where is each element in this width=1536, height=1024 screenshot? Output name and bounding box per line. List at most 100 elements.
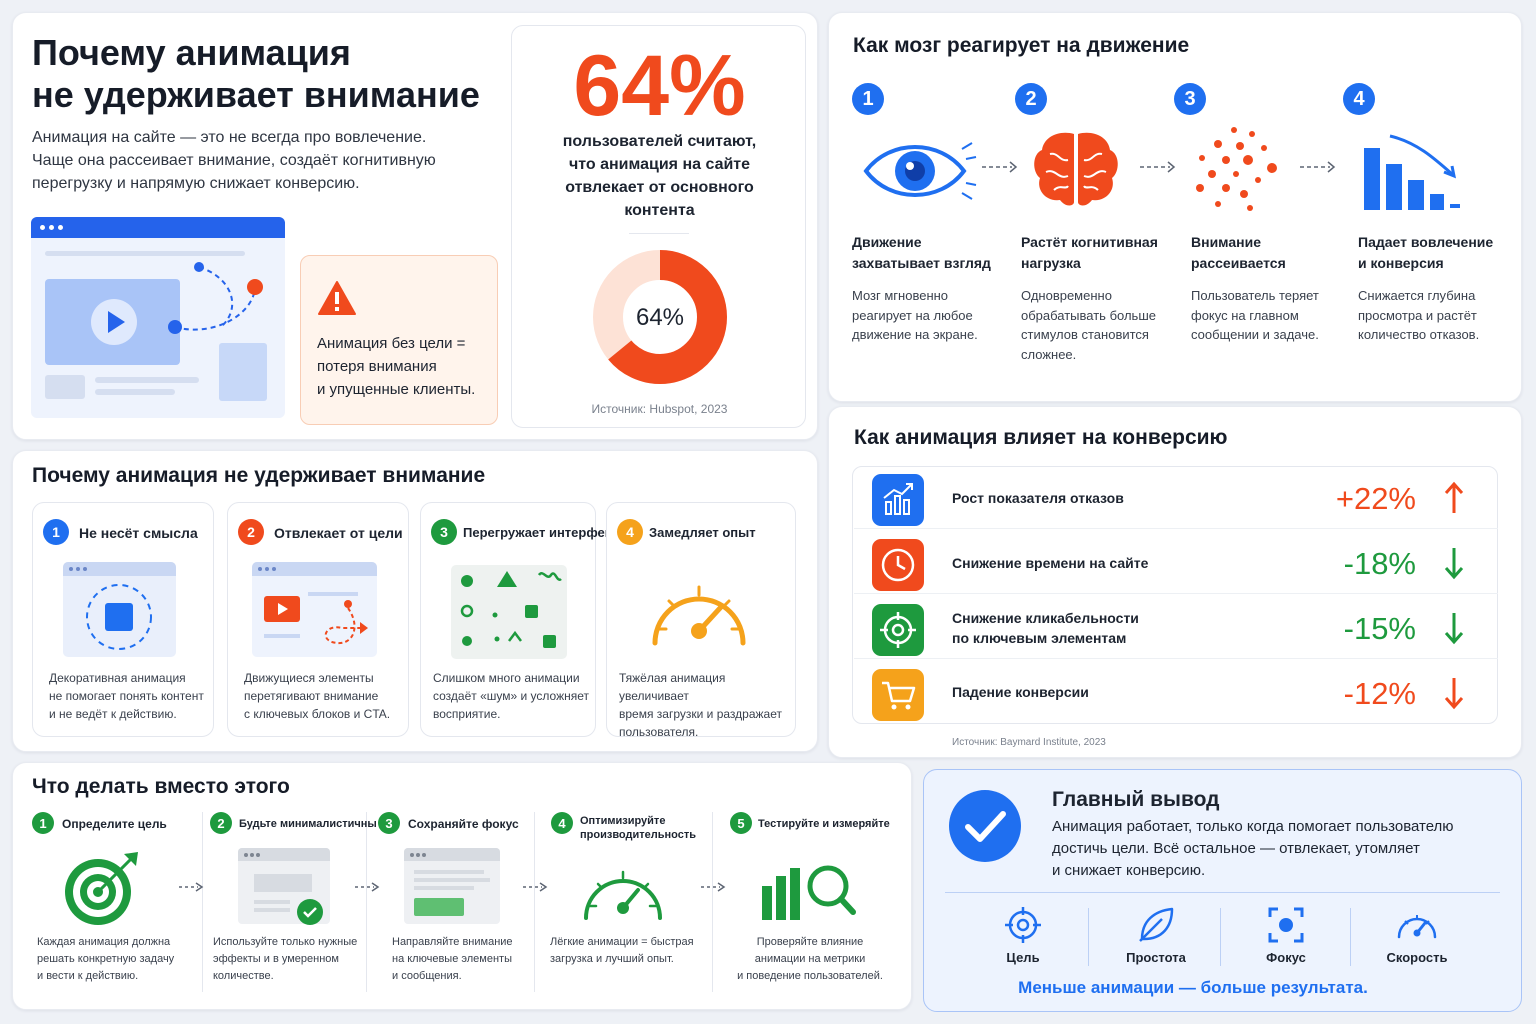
brain-step-desc: Пользователь теряет (1191, 288, 1319, 303)
summary-text-line: достичь цели. Всё остальное — отвлекает,… (1052, 840, 1420, 857)
stat-text-line: контента (624, 202, 695, 219)
todo-desc-line: Используйте только нужные (213, 936, 358, 948)
todo-title: Что делать вместо этого (32, 775, 290, 798)
arrow-right-icon (982, 161, 1018, 173)
reason-card-2: 2 Отвлекает от цели Движущиеся элементы п… (227, 502, 409, 737)
warning-text: потеря внимания (317, 358, 437, 375)
reason-card-3: 3 Перегружает интерфейс Слишком много ан… (420, 502, 620, 737)
todo-step-title-line: Оптимизируйте (580, 815, 666, 827)
brain-step-number: 2 (1015, 83, 1047, 115)
reason-desc-line: Слишком много анимации (433, 671, 580, 685)
donut-label: 64% (635, 304, 685, 331)
warning-text: Анимация без цели = (317, 335, 466, 352)
todo-step-number: 5 (730, 812, 752, 834)
clock-icon (872, 539, 924, 591)
todo-desc-line: на ключевые элементы (392, 953, 512, 965)
conversion-label: Снижение кликабельности по ключевым элеме… (952, 608, 1139, 648)
stat-text-line: пользователей считают, (562, 133, 757, 150)
brain-step-desc: сложнее. (1021, 346, 1077, 362)
noise-shapes-icon (451, 565, 567, 659)
todo-step-number: 4 (551, 812, 573, 834)
summary-item-label: Цель (1006, 950, 1040, 965)
conversion-label-line: Снижение кликабельности (952, 610, 1139, 626)
brain-step-desc: реагирует на любое (852, 307, 973, 323)
reason-number: 2 (238, 519, 264, 545)
conversion-label: Падение конверсии (952, 682, 1089, 702)
brain-step-title: и конверсия (1358, 255, 1444, 271)
chart-growth-icon (872, 474, 924, 526)
brain-step-title: нагрузка (1021, 255, 1081, 271)
reason-desc-line: восприятие. (433, 707, 501, 721)
motion-path-icon (168, 262, 263, 334)
crosshair-icon (1005, 907, 1041, 943)
conversion-value: +22% (1335, 481, 1416, 516)
target-icon (872, 604, 924, 656)
brain-step-4: Падает вовлечение и конверсия Снижается г… (1358, 232, 1518, 345)
intro-title-line1: Почему анимация (32, 32, 351, 73)
conversion-label: Рост показателя отказов (952, 488, 1124, 508)
focus-icon (1268, 907, 1304, 943)
video-placeholder (45, 279, 180, 365)
brain-step-title: Растёт когнитивная (1021, 234, 1158, 250)
reason-desc-line: время загрузки и раздражает (619, 707, 782, 721)
todo-step-number: 3 (378, 812, 400, 834)
arrow-right-icon (1300, 161, 1336, 173)
reason-number: 1 (43, 519, 69, 545)
stat-source: Источник: Hubspot, 2023 (591, 402, 728, 416)
analytics-magnifier-icon (762, 865, 856, 920)
conversion-title: Как анимация влияет на конверсию (854, 426, 1228, 449)
conversion-source: Источник: Baymard Institute, 2023 (952, 737, 1106, 748)
todo-desc-line: Каждая анимация должна (37, 936, 171, 948)
reason-card-1: 1 Не несёт смысла Декоративная анимация н… (32, 502, 214, 737)
conversion-label-line: Рост показателя отказов (952, 490, 1124, 506)
reason-desc-line: не помогает понять контент (49, 689, 204, 703)
dashed-arrow-icon (324, 600, 368, 645)
browser-titlebar (31, 217, 285, 238)
brain-step-2: Растёт когнитивная нагрузка Одновременно о… (1021, 232, 1181, 364)
todo-desc-line: Направляйте внимание (392, 936, 513, 948)
summary-text: Анимация работает, только когда помогает… (1052, 816, 1454, 882)
intro-desc-line: перегрузку и напрямую снижает конверсию. (32, 175, 360, 192)
brain-step-desc: фокус на главном (1191, 307, 1299, 323)
brain-icon (1034, 132, 1118, 206)
todo-desc-line: загрузка и лучший опыт. (550, 953, 674, 965)
conversion-row: Снижение времени на сайте -18% (854, 532, 1498, 594)
todo-desc-line: Проверяйте влияние (756, 936, 864, 948)
reason-desc: Декоративная анимация не помогает понять … (49, 669, 213, 723)
reason-desc-line: пользователя. (619, 725, 699, 739)
stat-text-line: что анимация на сайте (568, 156, 751, 173)
arrow-right-icon (523, 882, 548, 892)
reason-desc-line: Декоративная анимация (49, 671, 186, 685)
todo-step-title: Определите цель (62, 817, 167, 831)
conversion-label-line: по ключевым элементам (952, 630, 1127, 646)
todo-step-title: Оптимизируйте производительность (580, 814, 696, 842)
conversion-label-line: Падение конверсии (952, 684, 1089, 700)
todo-step-title: Тестируйте и измеряйте (758, 818, 890, 830)
warning-icon (318, 281, 356, 315)
todo-step-desc: Направляйте внимание на ключевые элементы… (392, 934, 513, 985)
reason-desc-line: перетягивают внимание (244, 689, 379, 703)
brain-step-3: Внимание рассеивается Пользователь теряет… (1191, 232, 1351, 345)
todo-desc-line: и вести к действию. (37, 970, 139, 982)
reason-desc-line: с ключевых блоков и CTA. (244, 707, 391, 721)
reason-title: Перегружает интерфейс (463, 525, 620, 540)
conversion-label-line: Снижение времени на сайте (952, 555, 1149, 571)
brain-step-title: Движение (852, 234, 922, 250)
todo-step-title: Сохраняйте фокус (408, 817, 519, 831)
video-play-icon (264, 596, 300, 622)
brain-step-desc: стимулов становится (1021, 327, 1149, 342)
reason-title: Замедляет опыт (649, 525, 756, 540)
check-circle-icon (949, 790, 1021, 862)
summary-card (923, 769, 1522, 1012)
todo-step-desc: Каждая анимация должна решать конкретную … (37, 934, 174, 985)
brain-step-title: захватывает взгляд (852, 255, 991, 271)
todo-step-number: 2 (210, 812, 232, 834)
summary-text-line: и снижает конверсию. (1052, 862, 1206, 879)
summary-item-label: Скорость (1386, 950, 1448, 965)
summary-text-line: Анимация работает, только когда помогает… (1052, 818, 1454, 835)
stat-text: пользователей считают, что анимация на с… (512, 130, 807, 222)
summary-title: Главный вывод (1052, 788, 1220, 811)
intro-description: Анимация на сайте — это не всегда про во… (32, 126, 436, 195)
leaf-icon (1139, 907, 1174, 942)
brain-step-desc: обрабатывать больше (1021, 307, 1156, 323)
